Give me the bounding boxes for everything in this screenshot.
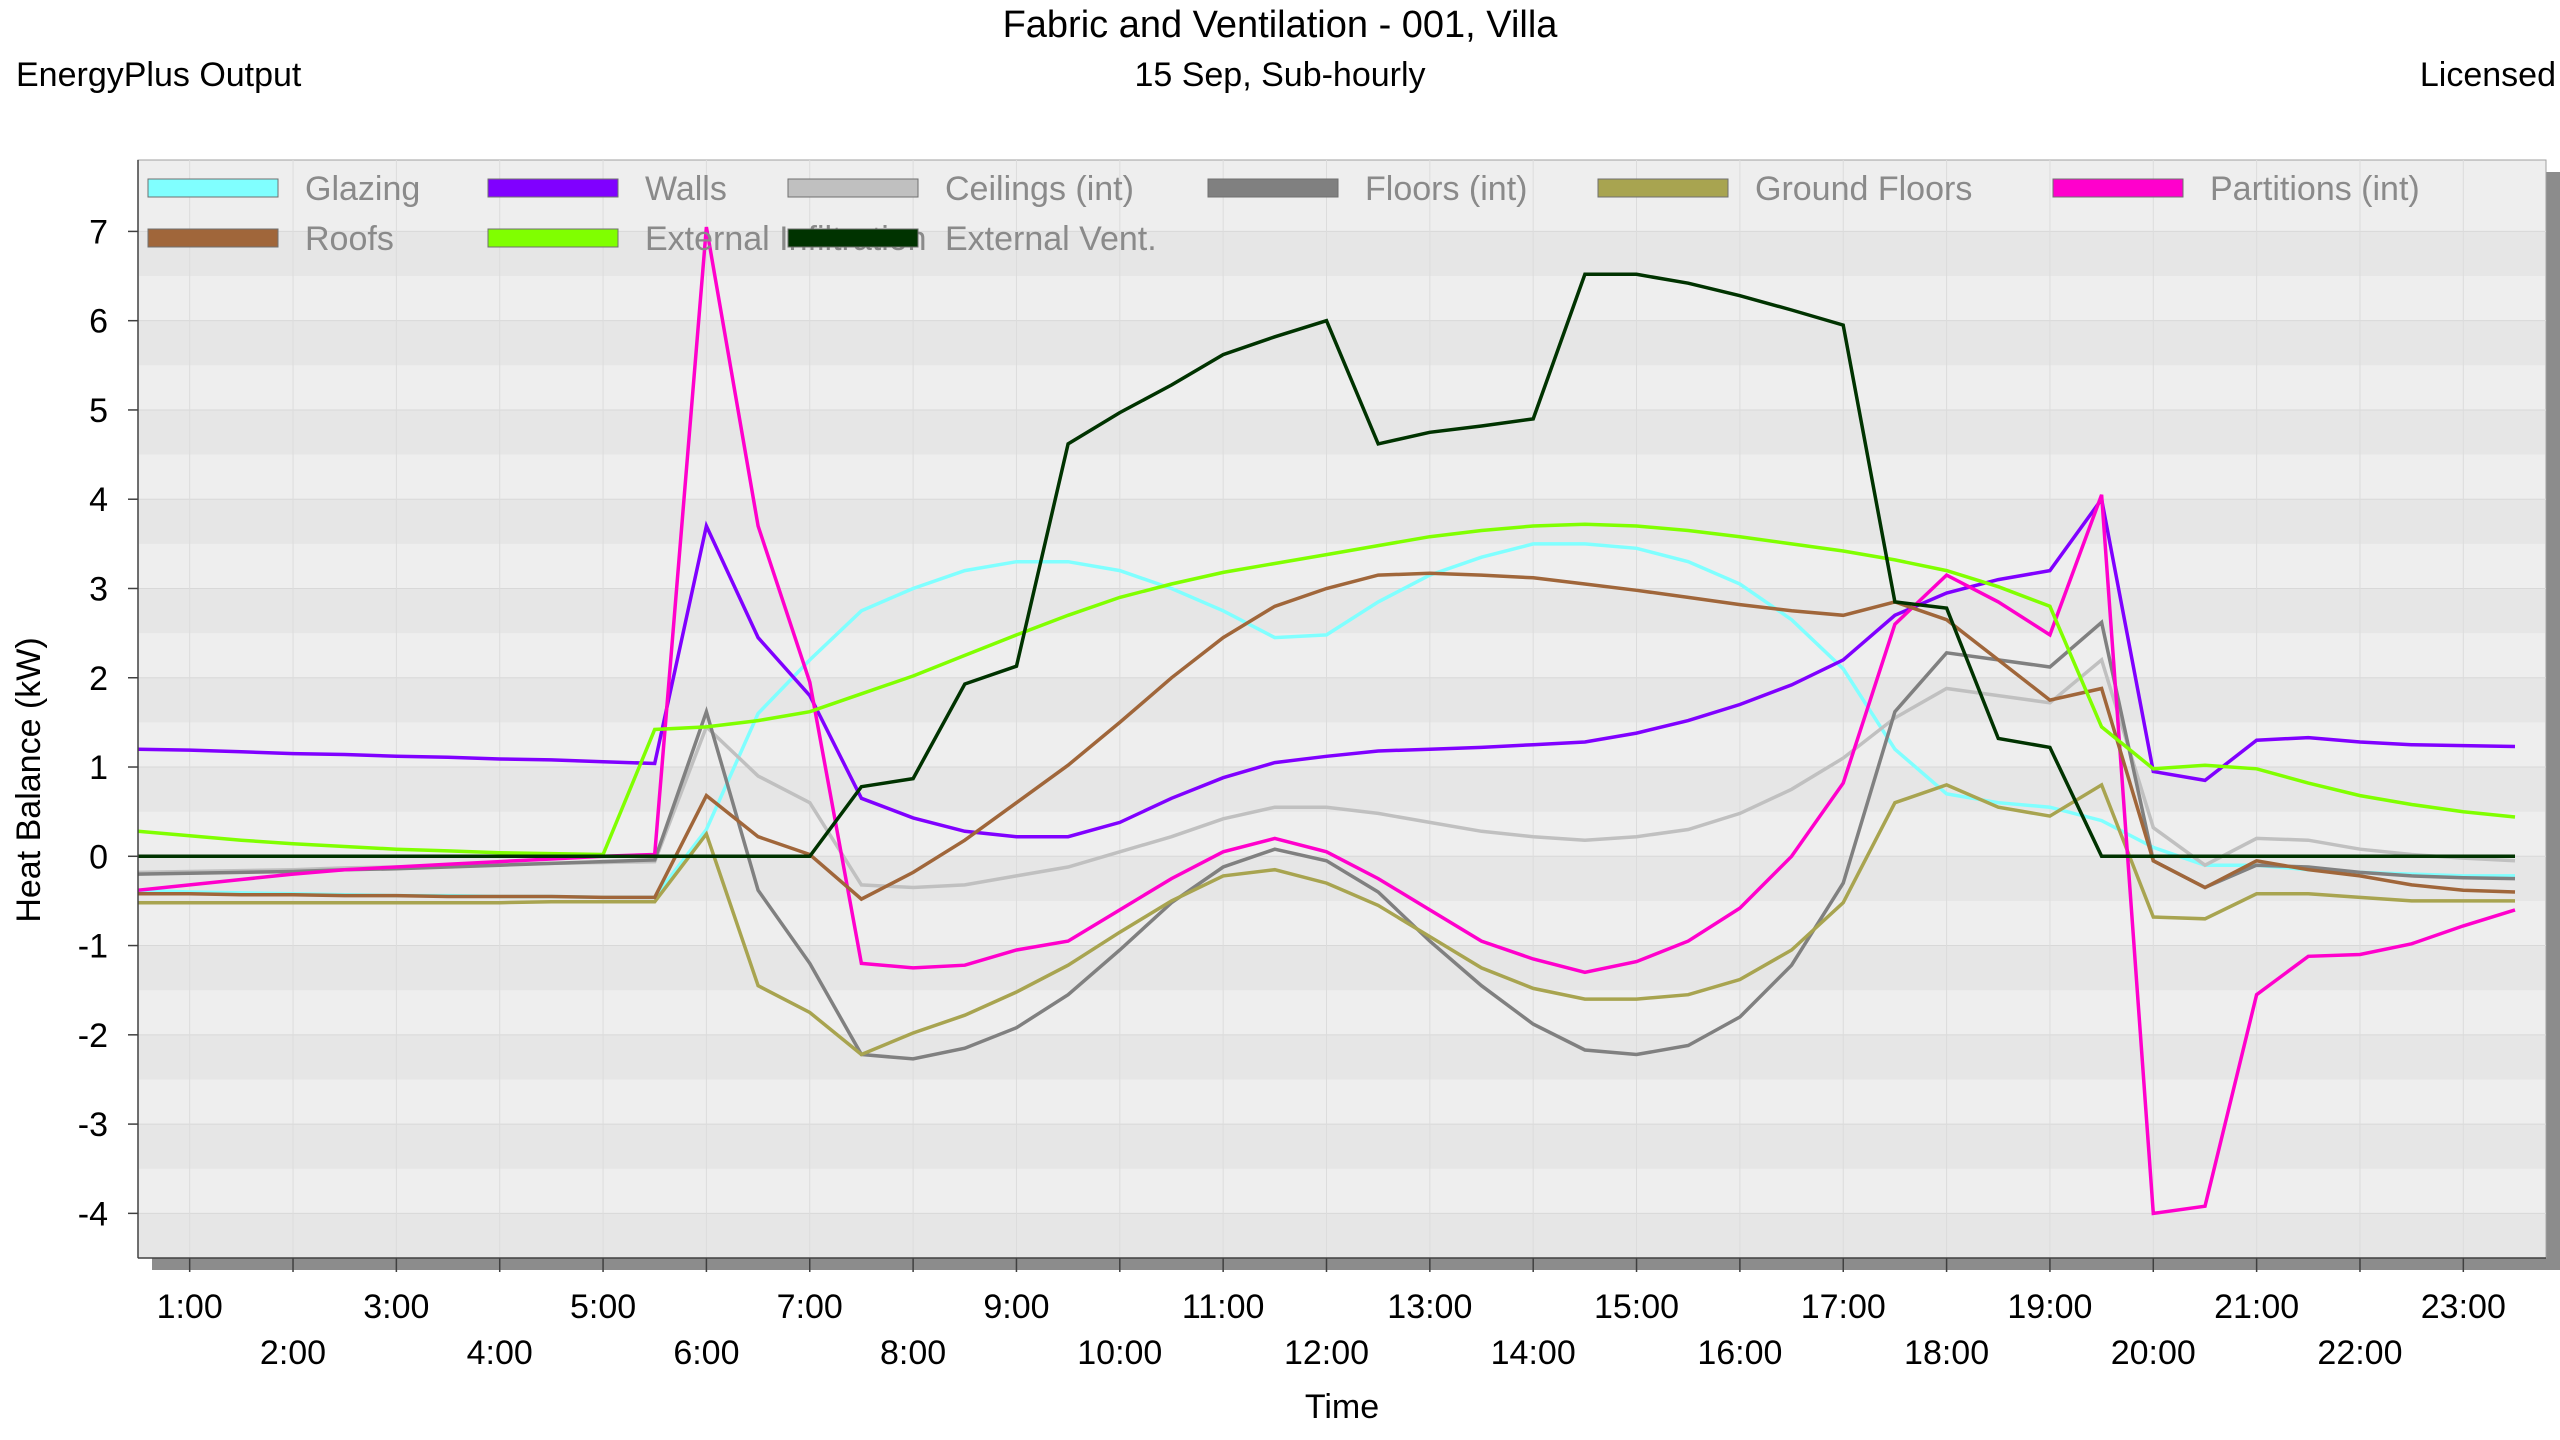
x-axis-label: Time [1305,1388,1379,1426]
grid-band [139,1213,2545,1258]
y-tick-label: 0 [89,838,108,876]
legend-swatch-glazing[interactable] [147,178,279,198]
x-tick-label: 19:00 [2007,1288,2092,1326]
x-tick-label: 12:00 [1284,1334,1369,1372]
x-tick-label: 21:00 [2214,1288,2299,1326]
y-tick-label: 7 [89,213,108,251]
x-tick-label: 14:00 [1491,1334,1576,1372]
x-tick-label: 23:00 [2421,1288,2506,1326]
grid-band [139,409,2545,455]
x-tick-label: 18:00 [1904,1334,1989,1372]
chart-title: Fabric and Ventilation - 001, Villa [1002,4,1558,46]
legend-label-floors-int[interactable]: Floors (int) [1365,170,1527,208]
x-tick-label: 10:00 [1077,1334,1162,1372]
y-tick-label: 6 [89,303,108,341]
grid-band [139,945,2545,991]
series-line-external-vent [138,272,2515,859]
legend-swatch-ceilings-int[interactable] [787,178,919,198]
legend-label-walls[interactable]: Walls [645,170,727,208]
legend-label-ceilings-int[interactable]: Ceilings (int) [945,170,1134,208]
series-line-partitions-int [137,226,2516,1216]
legend-swatch-floors-int[interactable] [1207,178,1339,198]
series-line-ground-floors [138,782,2515,1057]
x-tick-label: 4:00 [467,1334,533,1372]
x-tick-label: 9:00 [983,1288,1049,1326]
legend[interactable]: Glazing Walls Ceilings (int) Floors (int) Gr… [147,170,2420,258]
x-tick-label: 6:00 [673,1334,739,1372]
x-tick-label: 8:00 [880,1334,946,1372]
legend-label-roofs[interactable]: Roofs [305,220,394,258]
x-tick-label: 2:00 [260,1334,326,1372]
y-tick-label: 3 [89,570,108,608]
y-axis-label: Heat Balance (kW) [10,637,48,922]
legend-swatch-ground-floors[interactable] [1597,178,1729,198]
legend-swatch-walls[interactable] [487,178,619,198]
license-label: Licensed [2419,56,2556,94]
axes: 7 6 5 4 3 2 1 0 -1 -2 -3 -4 1:00 2:00 3:00 4:00 5:00 6:00… [78,160,2546,1372]
y-tick-label: -2 [78,1017,108,1055]
x-tick-label: 1:00 [157,1288,223,1326]
y-tick-label: 5 [89,392,108,430]
y-tick-label: 1 [89,749,108,787]
series-line-external-infiltration [137,522,2516,857]
legend-label-external-vent[interactable]: External Vent. [945,220,1157,258]
series-line-walls [137,494,2516,839]
grid-lines [138,160,2546,1258]
legend-label-ground-floors[interactable]: Ground Floors [1755,170,1972,208]
grid-band [139,1124,2545,1169]
legend-swatch-partitions-int[interactable] [2052,178,2184,198]
grid-band [139,499,2545,544]
x-tick-label: 5:00 [570,1288,636,1326]
chart-subtitle: 15 Sep, Sub-hourly [1134,56,1426,94]
report-source-label: EnergyPlus Output [16,56,302,94]
legend-label-glazing[interactable]: Glazing [305,170,420,208]
y-tick-label: -1 [78,928,108,966]
x-tick-label: 16:00 [1697,1334,1782,1372]
x-tick-label: 15:00 [1594,1288,1679,1326]
legend-swatch-external-vent[interactable] [787,228,919,248]
legend-label-partitions-int[interactable]: Partitions (int) [2210,170,2420,208]
series-lines [137,226,2516,1216]
grid-band [139,767,2545,812]
y-tick-label: -3 [78,1106,108,1144]
x-tick-label: 7:00 [777,1288,843,1326]
x-tick-label: 3:00 [363,1288,429,1326]
x-tick-label: 17:00 [1801,1288,1886,1326]
y-tick-label: 2 [89,660,108,698]
legend-swatch-roofs[interactable] [147,228,279,248]
x-tick-label: 11:00 [1182,1288,1265,1326]
x-tick-label: 13:00 [1387,1288,1472,1326]
legend-swatch-external-infiltration[interactable] [487,228,619,248]
x-tick-label: 20:00 [2111,1334,2196,1372]
x-tick-label: 22:00 [2317,1334,2402,1372]
y-tick-label: 4 [89,481,108,519]
y-tick-label: -4 [78,1195,108,1233]
series-line-roofs [138,571,2516,902]
series-line-floors-int [137,619,2516,1061]
